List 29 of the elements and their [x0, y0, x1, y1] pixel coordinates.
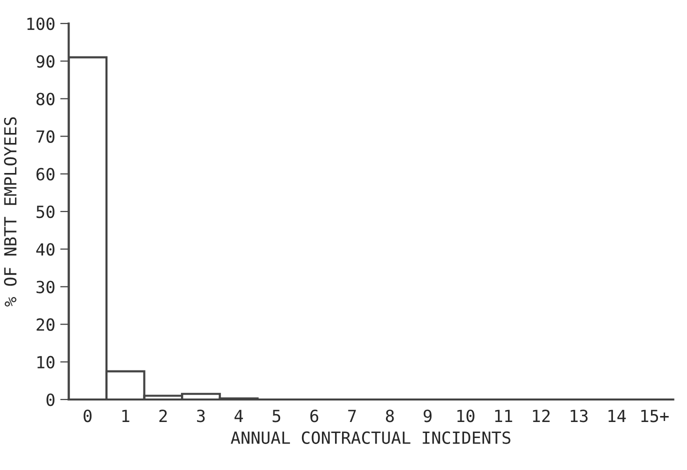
- x-tick-label: 15+: [641, 410, 669, 422]
- x-tick-label: 10: [457, 410, 474, 422]
- x-tick-label: 1: [122, 410, 130, 422]
- x-tick-label: 8: [386, 410, 394, 422]
- x-tick-label: 2: [159, 410, 167, 422]
- y-tick-label: 40: [36, 243, 54, 256]
- y-tick-label: 70: [36, 130, 54, 143]
- y-tick-label: 80: [36, 92, 54, 106]
- y-tick-label: 20: [36, 318, 54, 331]
- y-tick-label: 0: [46, 394, 54, 406]
- x-axis-title: ANNUAL CONTRACTUAL INCIDENTS: [230, 431, 510, 444]
- x-tick-label: 12: [532, 410, 550, 422]
- x-tick-label: 9: [424, 410, 432, 422]
- y-tick-label: 10: [37, 356, 54, 369]
- x-tick-label: 14: [608, 410, 626, 422]
- x-tick-label: 3: [197, 410, 205, 422]
- y-tick-label: 90: [36, 55, 54, 68]
- x-tick-label: 11: [495, 410, 512, 422]
- x-tick-label: 0: [84, 410, 92, 422]
- x-tick-label: 6: [310, 410, 318, 422]
- y-tick-label: 50: [36, 206, 54, 218]
- x-tick-label: 5: [272, 410, 280, 422]
- y-axis-title: % OF NBTT EMPLOYEES: [4, 117, 17, 307]
- y-tick-label: 60: [36, 168, 54, 181]
- y-tick-label: 30: [36, 280, 54, 294]
- x-tick-label: 7: [348, 410, 356, 422]
- x-tick-label: 13: [570, 410, 588, 422]
- y-tick-label: 100: [27, 18, 54, 30]
- x-tick-label: 4: [234, 410, 243, 422]
